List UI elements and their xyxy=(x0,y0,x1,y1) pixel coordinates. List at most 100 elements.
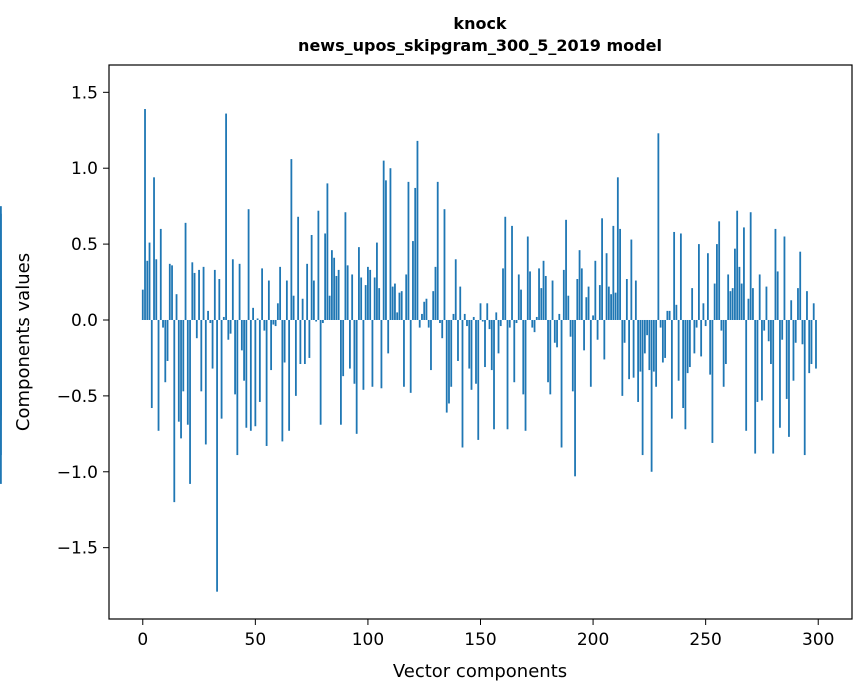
bar xyxy=(443,209,446,320)
bar xyxy=(666,310,669,320)
bar xyxy=(544,275,547,320)
bar xyxy=(801,319,804,345)
bar xyxy=(490,319,493,371)
bar xyxy=(560,319,563,448)
bar xyxy=(367,266,369,320)
bar xyxy=(578,250,581,320)
bar xyxy=(731,288,734,320)
bar xyxy=(267,280,270,320)
bar xyxy=(502,268,504,320)
bars xyxy=(0,109,817,592)
bar xyxy=(373,277,376,320)
bar xyxy=(655,319,658,387)
bar xyxy=(504,216,507,320)
bar xyxy=(247,209,250,320)
bar xyxy=(657,133,660,320)
bar xyxy=(216,319,218,592)
bar xyxy=(765,286,768,320)
bar xyxy=(650,319,653,472)
bar xyxy=(213,269,216,320)
bar xyxy=(427,319,430,328)
bar xyxy=(331,250,333,320)
bar xyxy=(360,277,363,320)
bar xyxy=(436,181,439,320)
bar xyxy=(522,319,525,395)
bar xyxy=(684,319,687,430)
bar xyxy=(265,319,268,446)
bar xyxy=(547,319,549,383)
bar xyxy=(747,298,750,320)
bar xyxy=(695,319,698,328)
bar xyxy=(619,228,621,320)
bar xyxy=(153,177,155,320)
bar xyxy=(279,266,282,320)
bar xyxy=(781,319,784,340)
bar xyxy=(475,319,477,384)
bar xyxy=(643,319,646,354)
bar xyxy=(698,244,700,320)
bar xyxy=(679,233,682,320)
bar xyxy=(0,206,2,320)
bar xyxy=(414,187,417,320)
bar xyxy=(670,319,673,419)
bar xyxy=(272,319,275,325)
bar xyxy=(173,319,176,503)
bar xyxy=(256,318,259,320)
bar xyxy=(303,319,306,365)
bar xyxy=(362,319,365,390)
bar xyxy=(204,319,207,445)
bar xyxy=(328,295,331,320)
y-tick-label: 0.5 xyxy=(71,235,98,255)
bar xyxy=(614,292,617,320)
bar xyxy=(234,319,236,395)
x-tick-label: 0 xyxy=(137,630,148,650)
bar xyxy=(351,274,354,320)
bar xyxy=(607,286,610,320)
bar xyxy=(306,263,309,320)
bar xyxy=(321,319,324,324)
bar xyxy=(673,231,676,320)
bar xyxy=(243,319,245,381)
bar xyxy=(529,271,531,320)
bar xyxy=(752,288,754,320)
bar xyxy=(677,319,680,381)
bar xyxy=(317,210,320,320)
bar xyxy=(263,319,266,331)
bar xyxy=(281,319,284,442)
bar xyxy=(743,227,745,320)
bar xyxy=(632,319,635,378)
bar xyxy=(175,294,178,320)
bar xyxy=(711,319,714,443)
bar xyxy=(542,260,545,320)
bar xyxy=(810,319,813,365)
bar xyxy=(155,259,158,320)
bar xyxy=(346,265,349,320)
bar xyxy=(371,319,374,387)
bar xyxy=(738,266,741,320)
bar xyxy=(628,319,630,380)
bar xyxy=(718,221,721,320)
bar xyxy=(648,319,651,371)
bar xyxy=(405,274,408,320)
bar xyxy=(412,241,414,320)
bar xyxy=(349,319,351,369)
bar xyxy=(394,283,396,320)
bar xyxy=(418,319,421,328)
bar xyxy=(754,319,757,454)
bar xyxy=(704,319,707,327)
bar xyxy=(409,319,412,393)
bar xyxy=(587,286,590,320)
bar xyxy=(452,313,455,320)
bar xyxy=(556,319,558,348)
bar xyxy=(184,222,187,320)
bar xyxy=(565,219,567,320)
bar xyxy=(380,319,383,389)
bar xyxy=(776,271,779,320)
bar xyxy=(353,319,356,384)
bar xyxy=(493,319,495,430)
bar xyxy=(342,319,345,377)
bar xyxy=(195,319,198,339)
bar xyxy=(592,315,594,320)
bar xyxy=(470,319,473,390)
bar xyxy=(461,319,464,448)
